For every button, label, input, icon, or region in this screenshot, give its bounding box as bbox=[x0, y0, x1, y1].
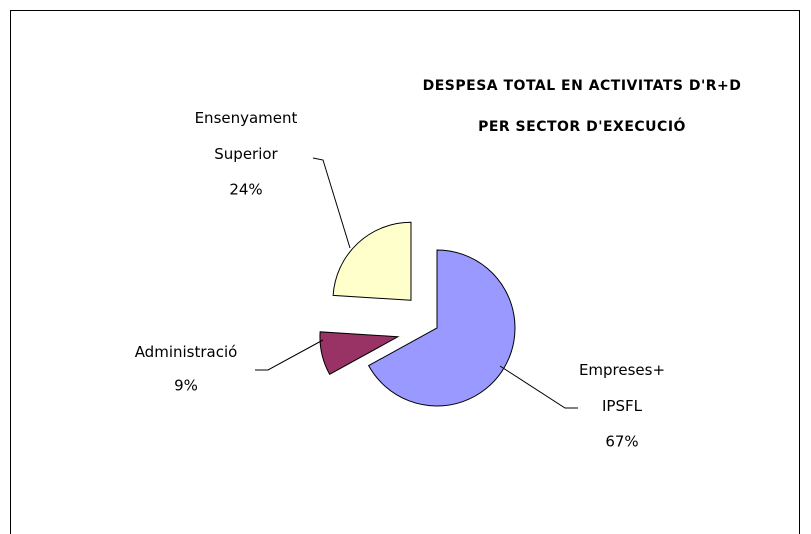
pie-slice bbox=[367, 249, 516, 407]
slice-label: Administració bbox=[135, 343, 238, 361]
pie-slice bbox=[332, 221, 412, 301]
chart-title: DESPESA TOTAL EN ACTIVITATS D'R+D bbox=[423, 78, 742, 94]
leader-line bbox=[499, 365, 578, 409]
chart-title: PER SECTOR D'EXECUCIÓ bbox=[478, 117, 686, 135]
slice-label-line: Ensenyament bbox=[195, 109, 298, 127]
slice-label-line: Empreses+ bbox=[579, 361, 665, 379]
leader-line bbox=[255, 339, 324, 371]
slice-label-line: IPSFL bbox=[602, 397, 643, 415]
slice-label: Ensenyament Superior bbox=[195, 109, 298, 163]
leader-line bbox=[312, 157, 351, 249]
slice-value-label: 24% bbox=[229, 181, 262, 199]
slice-label: Empreses+ IPSFL bbox=[579, 361, 665, 415]
slice-value-label: 9% bbox=[174, 377, 198, 395]
slice-label-line: Superior bbox=[214, 145, 278, 163]
pie-slice bbox=[319, 331, 400, 375]
slice-label-line: Administració bbox=[135, 343, 238, 361]
slice-value-label: 67% bbox=[605, 433, 638, 451]
